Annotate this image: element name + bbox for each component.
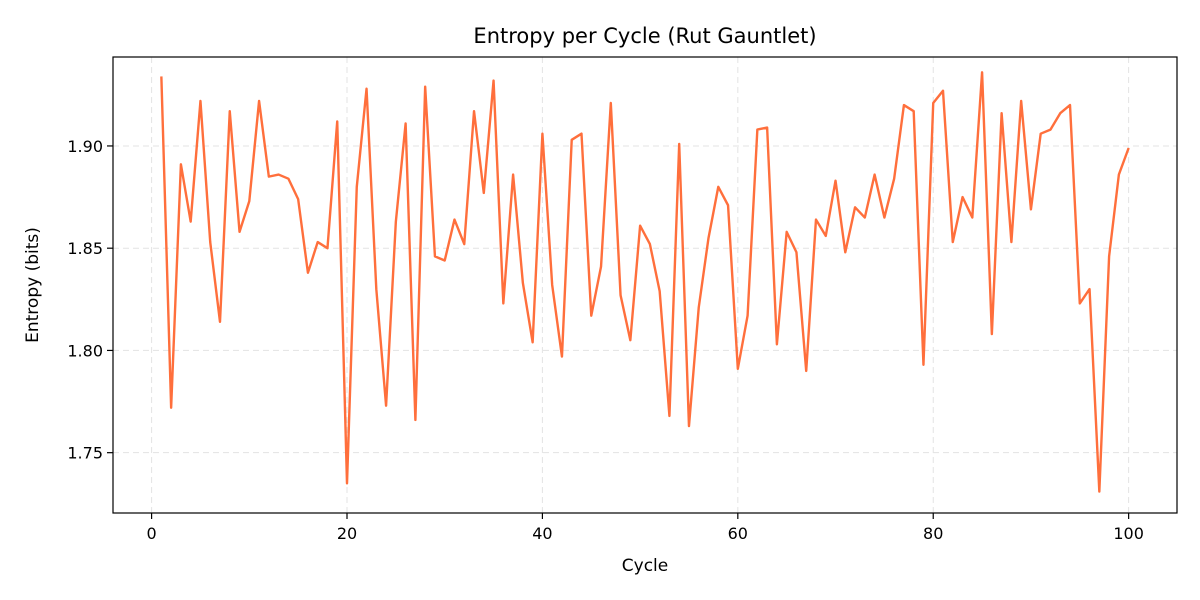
x-tick-label: 20 (337, 524, 357, 543)
y-tick-label: 1.85 (67, 239, 103, 258)
chart-title: Entropy per Cycle (Rut Gauntlet) (473, 24, 816, 48)
x-tick-label: 80 (923, 524, 943, 543)
x-tick-label: 0 (146, 524, 156, 543)
y-axis-ticks: 1.75 1.80 1.85 1.90 (67, 137, 113, 463)
y-tick-label: 1.75 (67, 444, 103, 463)
plot-frame (112, 56, 1178, 514)
series-layer (160, 71, 1130, 493)
y-tick-label: 1.90 (67, 137, 103, 156)
x-tick-label: 100 (1113, 524, 1144, 543)
x-axis-ticks: 0 20 40 60 80 100 (146, 513, 1144, 543)
y-axis-label: Entropy (bits) (23, 227, 43, 343)
x-tick-label: 40 (532, 524, 552, 543)
x-tick-label: 60 (728, 524, 748, 543)
series-line (160, 71, 1130, 493)
grid-layer (113, 57, 1177, 513)
x-axis-label: Cycle (622, 556, 668, 576)
y-tick-label: 1.80 (67, 341, 103, 360)
